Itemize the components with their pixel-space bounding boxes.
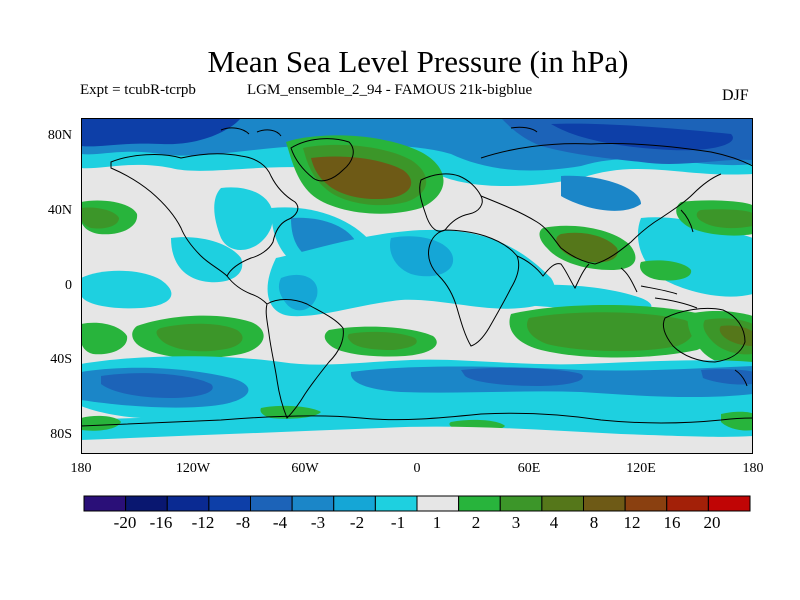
- lon-label-60w: 60W: [291, 461, 319, 476]
- central-pacific-cyan: [171, 237, 243, 283]
- lat-label-0: 0: [65, 278, 72, 293]
- lat-label-80n: 80N: [47, 128, 72, 143]
- colorbar-label-11: 3: [511, 513, 521, 532]
- lat-label-40s: 40S: [50, 352, 72, 367]
- colorbar-swatch: [541, 495, 585, 512]
- eastern-pacific-cyan: [81, 270, 172, 309]
- north-atlantic-high-core: [311, 156, 412, 200]
- pressure-map: [81, 118, 753, 454]
- colorbar-label-8: -1: [390, 513, 406, 532]
- south-pacific-high-core: [156, 323, 243, 352]
- colorbar-label-4: -8: [235, 513, 251, 532]
- description-label: LGM_ensemble_2_94 - FAMOUS 21k-bigblue: [247, 82, 533, 98]
- lat-label-80s: 80S: [50, 427, 72, 442]
- colorbar-label-10: 2: [471, 513, 481, 532]
- colorbar-swatch: [666, 495, 709, 512]
- colorbar-label-16: 20: [703, 513, 721, 532]
- experiment-label: Expt = tcubR-tcrpb: [80, 82, 196, 98]
- southern-ocean-dark-core-c: [701, 369, 753, 385]
- north-pacific-high-east-core: [81, 207, 119, 229]
- colorbar-label-5: -4: [272, 513, 288, 532]
- indian-ocean-high-core: [527, 312, 694, 352]
- central-atlantic-core: [389, 236, 454, 277]
- antarctic-green-patch-d: [721, 411, 753, 431]
- antarctic-green-patch-b: [81, 415, 121, 431]
- colorbar-label-6: -3: [310, 513, 326, 532]
- colorbar-swatch: [416, 495, 460, 512]
- central-asia-low: [561, 175, 641, 211]
- colorbar-label-13: 8: [589, 513, 599, 532]
- colorbar-swatch: [125, 495, 168, 512]
- colorbar-label-9: 1: [432, 513, 442, 532]
- lon-label-180e: 180: [742, 461, 764, 476]
- colorbar-swatch: [583, 495, 626, 512]
- lon-label-120w: 120W: [175, 461, 211, 476]
- colorbar-swatch: [83, 495, 127, 512]
- colorbar-label-1: -20: [113, 513, 137, 532]
- arctic-dark-blue-band: [81, 118, 241, 147]
- colorbar-swatch: [624, 495, 668, 512]
- antarctic-interior: [81, 426, 753, 454]
- season-label: DJF: [722, 87, 749, 104]
- colorbar-label-12: 4: [549, 513, 559, 532]
- colorbar-swatch: [250, 495, 293, 512]
- lon-label-180w: 180: [70, 461, 92, 476]
- colorbar-swatch: [458, 495, 501, 512]
- philippine-high: [639, 260, 692, 281]
- coastlines: [81, 126, 753, 427]
- colorbar-swatch: [208, 495, 252, 512]
- lon-label-120e: 120E: [626, 461, 656, 476]
- colorbar-label-3: -12: [191, 513, 215, 532]
- colorbar-swatch: [499, 495, 543, 512]
- colorbar-swatch: [291, 495, 335, 512]
- colorbar-label-7: -2: [349, 513, 365, 532]
- map-title: Mean Sea Level Pressure (in hPa): [207, 44, 629, 79]
- south-atlantic-high-core: [347, 331, 417, 350]
- siberia-core: [551, 123, 733, 151]
- southern-ocean-dark-core-a: [101, 373, 213, 398]
- north-pacific-high-west-core: [696, 209, 753, 229]
- colorbar-label-15: 16: [663, 513, 681, 532]
- lat-label-40n: 40N: [47, 203, 72, 218]
- lon-label-0: 0: [413, 461, 421, 476]
- south-pacific-high-west: [81, 322, 128, 355]
- tropical-cyan-core: [278, 274, 318, 311]
- colorbar-label-2: -16: [149, 513, 173, 532]
- colorbar-swatch: [707, 495, 751, 512]
- southern-ocean-dark-core-b: [461, 367, 583, 386]
- colorbar-swatch: [166, 495, 210, 512]
- map-frame: [81, 118, 753, 454]
- lon-label-60e: 60E: [517, 461, 541, 476]
- colorbar-swatch: [333, 495, 376, 512]
- colorbar-label-14: 12: [623, 513, 641, 532]
- north-pacific-cyan-a: [214, 187, 273, 251]
- colorbar-swatch: [374, 495, 418, 512]
